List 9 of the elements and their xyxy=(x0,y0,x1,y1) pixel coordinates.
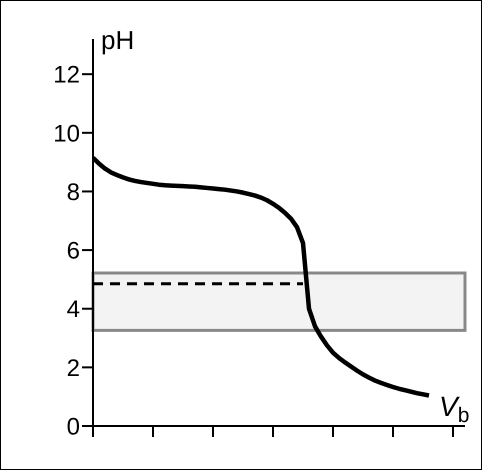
y-axis-title: pH xyxy=(101,25,134,55)
x-axis-title: V$_{b}$ xyxy=(439,391,470,428)
y-tick-label: 4 xyxy=(66,296,80,324)
y-tick-label: 10 xyxy=(53,120,80,148)
y-tick-label: 0 xyxy=(66,414,80,441)
y-tick-label: 8 xyxy=(66,178,80,206)
y-tick-label: 2 xyxy=(66,354,80,382)
y-tick-label: 12 xyxy=(53,62,80,89)
y-tick-label: 6 xyxy=(66,238,80,265)
